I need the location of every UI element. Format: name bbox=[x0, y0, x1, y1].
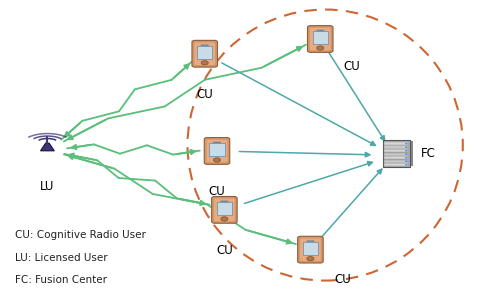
Polygon shape bbox=[40, 143, 54, 151]
Text: FC: FC bbox=[421, 147, 436, 160]
Text: CU: CU bbox=[196, 88, 213, 101]
FancyBboxPatch shape bbox=[217, 202, 232, 215]
FancyBboxPatch shape bbox=[213, 142, 221, 143]
FancyBboxPatch shape bbox=[307, 240, 315, 242]
Text: CU: CU bbox=[209, 185, 225, 198]
FancyBboxPatch shape bbox=[194, 42, 215, 65]
Text: LU: Licensed User: LU: Licensed User bbox=[15, 252, 108, 263]
FancyBboxPatch shape bbox=[300, 238, 321, 261]
Text: FC: Fusion Center: FC: Fusion Center bbox=[15, 275, 107, 285]
Text: CU: CU bbox=[334, 273, 351, 286]
FancyBboxPatch shape bbox=[298, 236, 323, 263]
FancyBboxPatch shape bbox=[310, 28, 330, 50]
FancyBboxPatch shape bbox=[197, 46, 212, 59]
FancyBboxPatch shape bbox=[409, 141, 413, 166]
FancyBboxPatch shape bbox=[210, 143, 224, 156]
FancyBboxPatch shape bbox=[201, 44, 209, 46]
FancyBboxPatch shape bbox=[385, 163, 409, 166]
FancyBboxPatch shape bbox=[317, 30, 324, 31]
Text: CU: CU bbox=[216, 244, 233, 257]
FancyBboxPatch shape bbox=[313, 31, 328, 44]
Circle shape bbox=[405, 160, 408, 162]
FancyBboxPatch shape bbox=[385, 149, 409, 152]
Circle shape bbox=[405, 164, 408, 165]
Circle shape bbox=[307, 257, 314, 261]
FancyBboxPatch shape bbox=[220, 201, 228, 202]
FancyBboxPatch shape bbox=[383, 140, 410, 168]
Circle shape bbox=[405, 147, 408, 148]
Text: LU: LU bbox=[40, 180, 55, 193]
Circle shape bbox=[221, 217, 228, 221]
Circle shape bbox=[201, 61, 208, 65]
FancyBboxPatch shape bbox=[385, 145, 409, 149]
FancyBboxPatch shape bbox=[204, 138, 230, 164]
Circle shape bbox=[405, 143, 408, 144]
Circle shape bbox=[405, 154, 408, 155]
Text: CU: CU bbox=[344, 59, 360, 73]
Circle shape bbox=[405, 157, 408, 159]
Circle shape bbox=[317, 46, 324, 50]
FancyBboxPatch shape bbox=[385, 142, 409, 145]
FancyBboxPatch shape bbox=[214, 199, 235, 221]
FancyBboxPatch shape bbox=[385, 156, 409, 159]
FancyBboxPatch shape bbox=[308, 26, 333, 52]
FancyBboxPatch shape bbox=[211, 197, 237, 223]
Text: CU: Cognitive Radio User: CU: Cognitive Radio User bbox=[15, 231, 146, 240]
Circle shape bbox=[213, 158, 220, 162]
FancyBboxPatch shape bbox=[303, 242, 318, 255]
Circle shape bbox=[405, 150, 408, 152]
FancyBboxPatch shape bbox=[385, 160, 409, 163]
FancyBboxPatch shape bbox=[385, 152, 409, 156]
FancyBboxPatch shape bbox=[192, 40, 217, 67]
FancyBboxPatch shape bbox=[207, 140, 227, 162]
